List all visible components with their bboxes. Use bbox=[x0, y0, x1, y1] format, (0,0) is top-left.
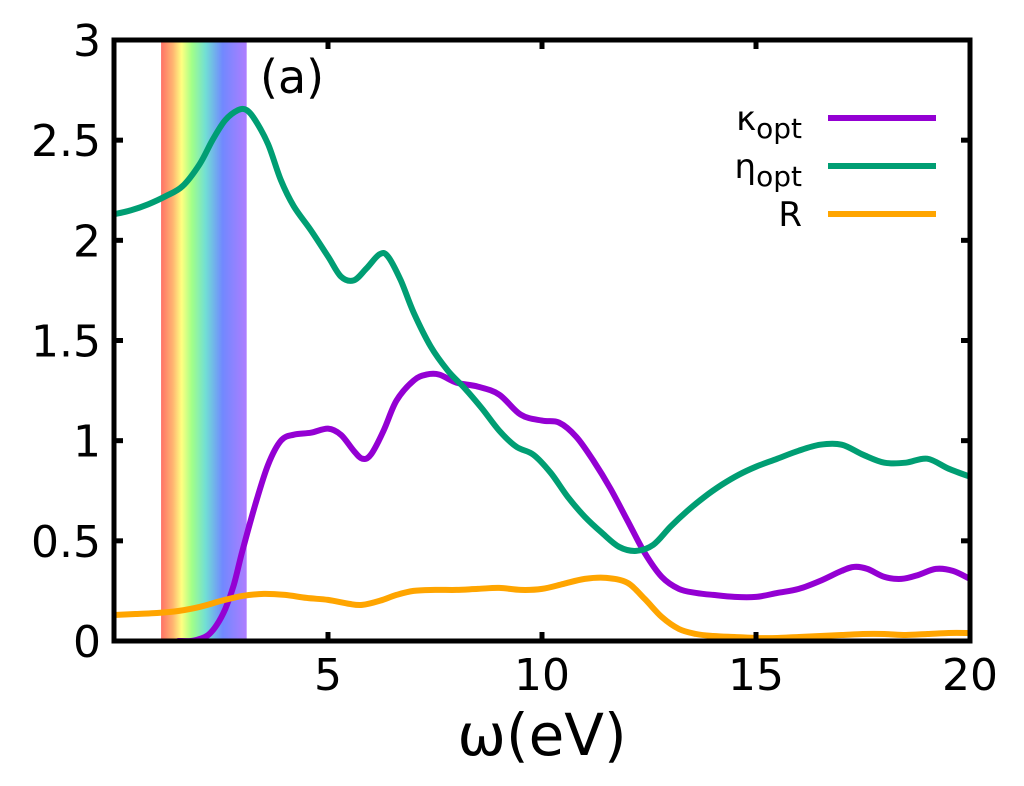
y-tick-label: 0 bbox=[73, 617, 101, 668]
series-layer bbox=[114, 105, 970, 641]
y-tick-label: 2.5 bbox=[31, 116, 101, 167]
series-line-2 bbox=[114, 574, 970, 641]
y-tick-label: 0.5 bbox=[31, 517, 101, 568]
y-tick-label: 3 bbox=[73, 16, 101, 67]
x-tick-labels: 5 10 15 20 bbox=[314, 650, 998, 701]
plot-frame bbox=[111, 37, 973, 644]
panel-label: (a) bbox=[260, 50, 324, 104]
legend-label: κopt bbox=[736, 99, 802, 145]
y-tick-label: 1.5 bbox=[31, 317, 101, 368]
y-tick-label: 1 bbox=[73, 417, 101, 468]
x-tick-label: 20 bbox=[942, 650, 998, 701]
x-tick-label: 10 bbox=[514, 650, 570, 701]
x-axis-label: ω(eV) bbox=[457, 701, 626, 769]
visible-spectrum-band bbox=[161, 40, 247, 641]
y-tick-label: 2 bbox=[73, 216, 101, 267]
series-line-0 bbox=[175, 370, 970, 641]
legend-label: ηopt bbox=[735, 147, 802, 193]
y-tick-labels: 0 0.5 1 1.5 2 2.5 3 bbox=[31, 16, 101, 668]
series-line-1 bbox=[114, 105, 970, 554]
x-tick-label: 15 bbox=[728, 650, 784, 701]
legend-label: R bbox=[778, 195, 802, 235]
x-tick-label: 5 bbox=[314, 650, 342, 701]
